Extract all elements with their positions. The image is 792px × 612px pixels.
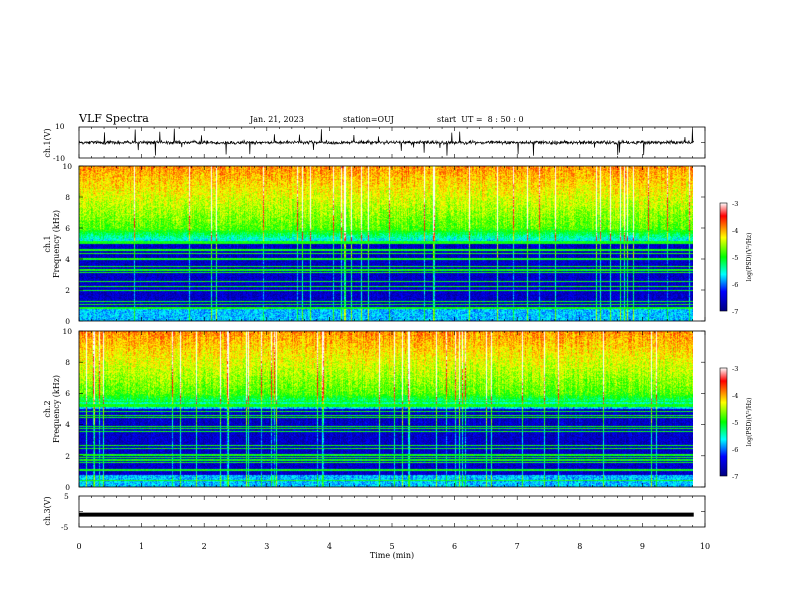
ch1-spectrogram-panel: 0 2 4 6 8 10 ch.1 Frequency (kHz) -3 -4 …: [43, 162, 753, 326]
ch1-waveform-panel: 10 -10 ch.1(V): [43, 122, 706, 163]
ch2-cb-tick-m6: -6: [732, 446, 738, 454]
ch2-cb-tick-m5: -5: [732, 419, 738, 427]
ch1-freq-tick-2: 2: [65, 286, 70, 295]
ch2-cb-tick-m4: -4: [732, 392, 738, 400]
ch1-waveform-line: [78, 128, 695, 156]
ch1-ylabel: ch.1(V): [43, 128, 52, 157]
ch1-freq-tick-10: 10: [62, 162, 72, 171]
ch2-freq-tick-8: 8: [65, 358, 70, 367]
ch1-ytick-top: 10: [55, 122, 65, 131]
ch2-freq-ticklabels: 0 2 4 6 8 10: [62, 327, 72, 492]
time-tick-1: 1: [139, 542, 144, 551]
ch3-ylabel: ch.3(V): [43, 496, 52, 525]
ch1-freq-ticklabels: 0 2 4 6 8 10: [62, 162, 72, 326]
ch3-ytick-top: 5: [64, 492, 69, 501]
ch3-waveform-frame: [78, 495, 706, 528]
time-axis-ticklabels: 0 1 2 3 4 5 6 7 8 9 10: [76, 542, 710, 551]
ch2-spec-ylabel-2: Frequency (kHz): [52, 375, 61, 443]
time-axis-label: Time (min): [370, 551, 414, 560]
ch1-colorbar-ticks: -3 -4 -5 -6 -7: [732, 200, 738, 316]
ch2-freq-tick-10: 10: [62, 327, 72, 336]
ch1-colorbar-label: log(PSD)(V²/Hz): [746, 233, 753, 282]
ch1-spectrogram-axis: [78, 165, 706, 322]
ch2-freq-tick-0: 0: [65, 483, 70, 492]
ch1-spectrogram-image: [79, 166, 693, 321]
ch3-waveform-panel: 5 -5 ch.3(V): [43, 492, 706, 532]
ch1-ytick-bottom: -10: [53, 154, 65, 163]
ch2-colorbar-ticks: -3 -4 -5 -6 -7: [732, 365, 738, 481]
time-tick-5: 5: [389, 542, 394, 551]
ch1-freq-tick-8: 8: [65, 193, 70, 202]
time-tick-7: 7: [515, 542, 520, 551]
time-tick-2: 2: [202, 542, 207, 551]
ch1-spec-ylabel-2: Frequency (kHz): [52, 210, 61, 278]
ch1-cb-tick-m3: -3: [732, 200, 738, 208]
ch2-freq-tick-2: 2: [65, 452, 70, 461]
figure-title: VLF Spectra: [78, 112, 149, 125]
ch2-cb-tick-m7: -7: [732, 473, 738, 481]
ch2-spec-ylabel-1: ch.2: [43, 400, 52, 417]
time-tick-3: 3: [264, 542, 269, 551]
station-label: station=OUJ: [343, 115, 394, 124]
ch1-cb-tick-m6: -6: [732, 281, 738, 289]
date-label: Jan. 21, 2023: [249, 115, 304, 124]
ch3-ytick-bottom: -5: [61, 523, 69, 532]
ch1-spec-ylabel-1: ch.1: [43, 235, 52, 252]
ch1-freq-tick-6: 6: [65, 224, 70, 233]
ch1-waveform-axis: [78, 127, 706, 158]
ch2-spectrogram-image: [79, 331, 693, 487]
time-tick-6: 6: [452, 542, 457, 551]
ch2-freq-tick-6: 6: [65, 389, 70, 398]
ch1-waveform-plot: [78, 128, 695, 156]
ch1-cb-tick-m7: -7: [732, 308, 738, 316]
time-tick-0: 0: [76, 542, 81, 551]
ch1-freq-tick-0: 0: [65, 317, 70, 326]
ch1-cb-tick-m4: -4: [732, 227, 738, 235]
ch3-waveform-axis: [78, 496, 706, 527]
time-tick-4: 4: [327, 542, 332, 551]
time-tick-8: 8: [577, 542, 582, 551]
ch2-freq-tick-4: 4: [65, 420, 70, 429]
time-tick-9: 9: [640, 542, 645, 551]
ch2-spectrogram-panel: 0 2 4 6 8 10 ch.2 Frequency (kHz) -3 -4 …: [43, 327, 753, 492]
ch2-spectrogram-axis: [78, 330, 706, 488]
ch2-colorbar: [719, 367, 728, 477]
start-time-label: start UT = 8 : 50 : 0: [437, 115, 524, 124]
ch2-colorbar-label: log(PSD)(V²/Hz): [746, 398, 753, 447]
ch2-cb-tick-m3: -3: [732, 365, 738, 373]
time-tick-10: 10: [700, 542, 710, 551]
ch1-freq-tick-4: 4: [65, 255, 70, 264]
ch1-cb-tick-m5: -5: [732, 254, 738, 262]
ch1-colorbar: [719, 202, 728, 312]
